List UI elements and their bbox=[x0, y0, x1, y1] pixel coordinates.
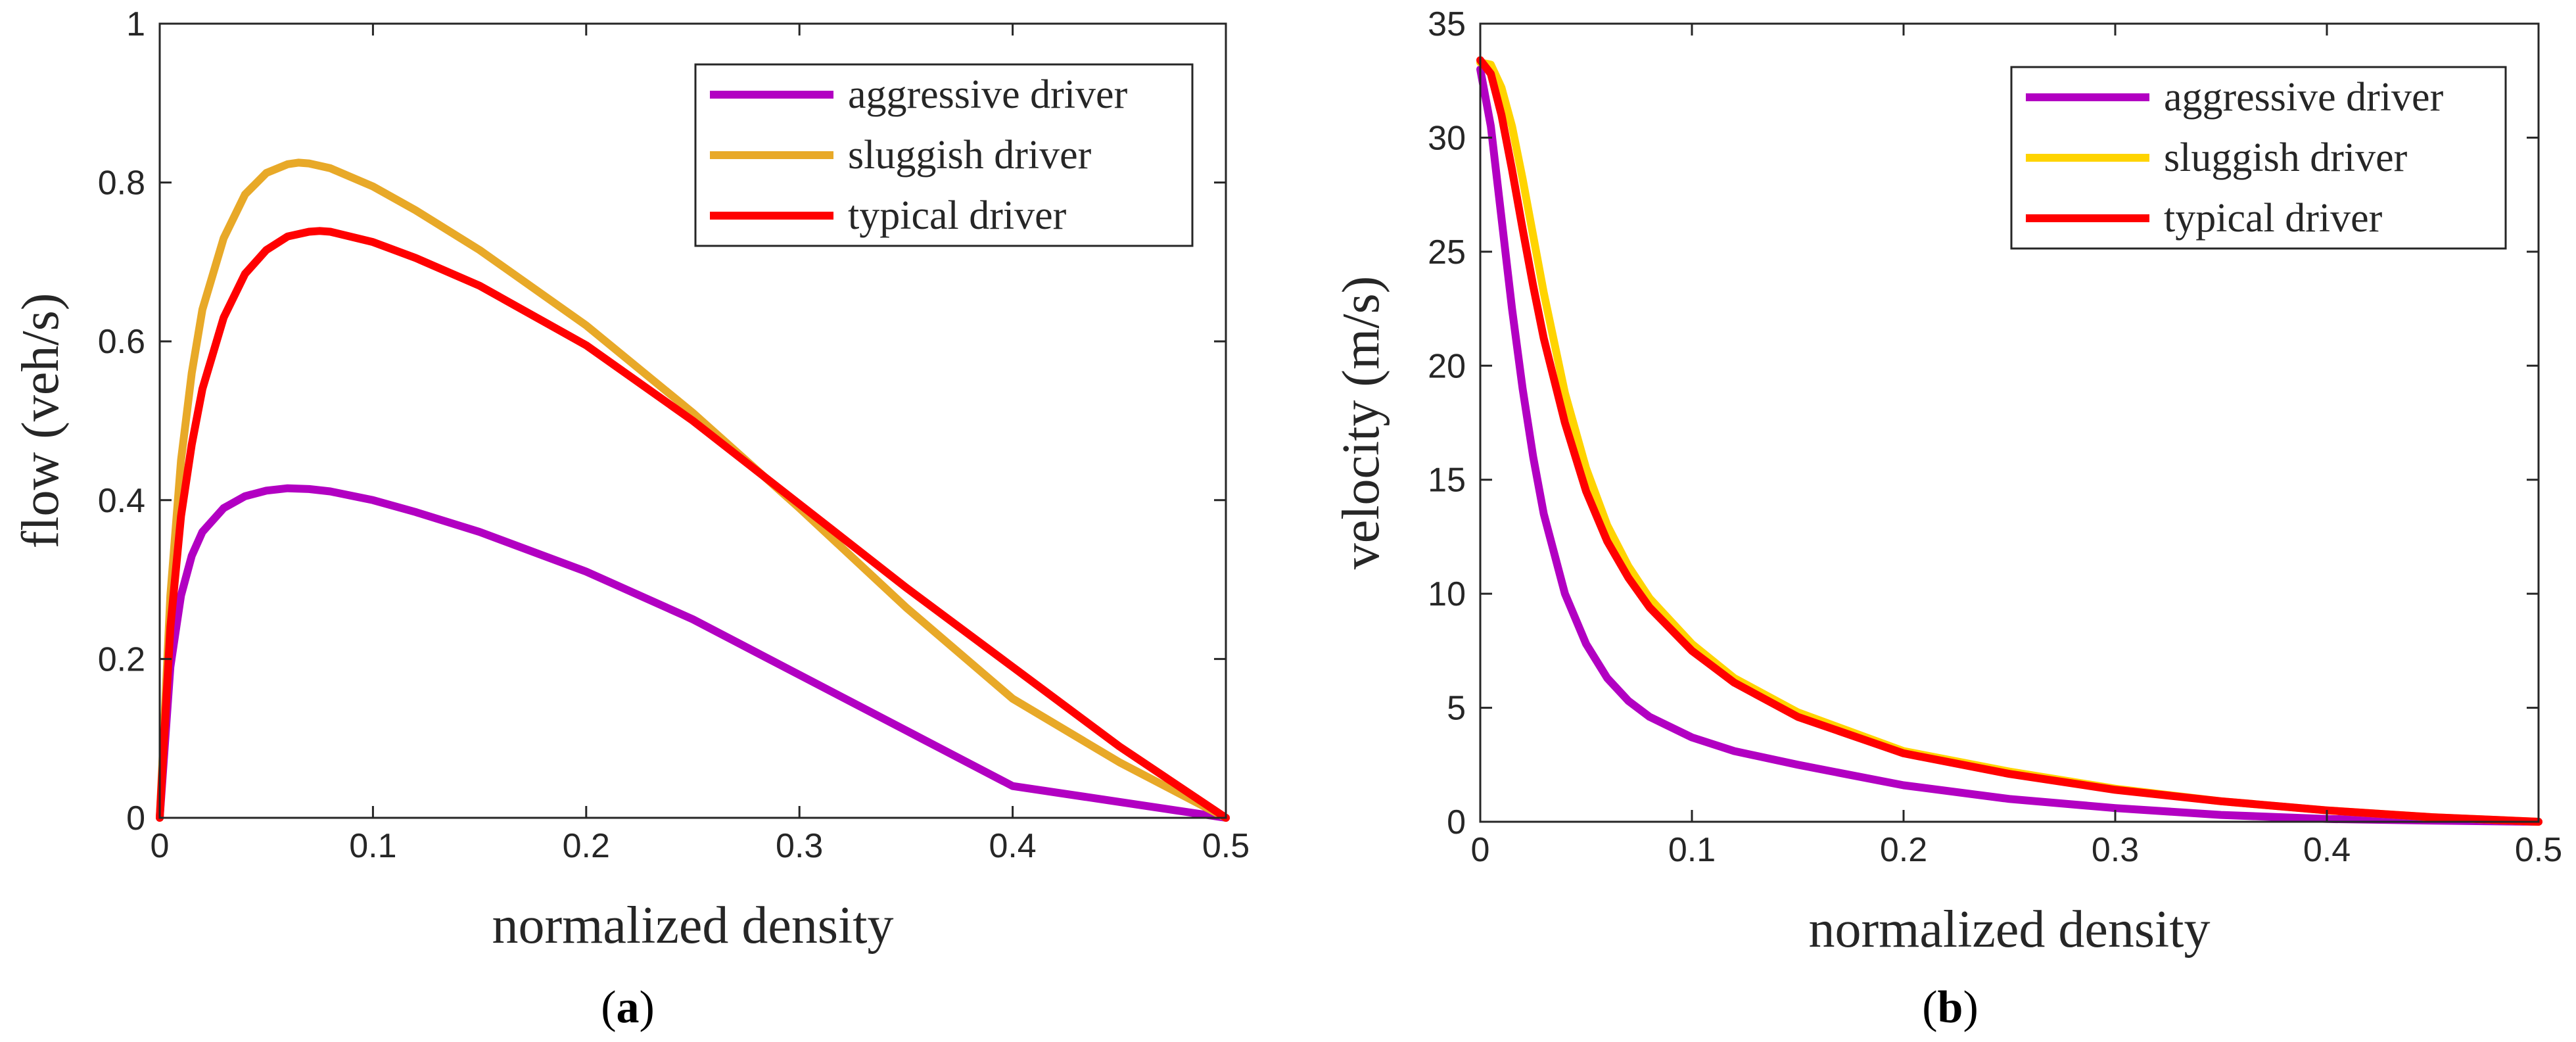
legend-label: sluggish driver bbox=[2164, 135, 2408, 180]
y-axis-title: flow (veh/s) bbox=[12, 293, 70, 549]
y-tick-label: 25 bbox=[1428, 233, 1466, 272]
panel-b: 0 0.1 0.2 0.3 0.4 0.5 0 5 10 15 20 25 30 35 normalized… bbox=[1332, 5, 2562, 1033]
series-line-sluggish-driver bbox=[156, 158, 1230, 822]
panel-a: 0 0.1 0.2 0.3 0.4 0.5 0 0.2 0.4 0.6 0.8 1 normalized… bbox=[12, 5, 1250, 1033]
y-tick-label: 35 bbox=[1428, 5, 1466, 43]
legend-label: typical driver bbox=[848, 193, 1067, 238]
y-tick-label: 20 bbox=[1428, 347, 1466, 385]
x-tick-label: 0.3 bbox=[2092, 831, 2139, 869]
x-tick-label: 0.3 bbox=[776, 827, 823, 865]
y-tick-label: 0.4 bbox=[98, 482, 145, 520]
axes-box bbox=[1479, 22, 2540, 823]
x-tick-label: 0.1 bbox=[349, 827, 396, 865]
legend-label: aggressive driver bbox=[848, 72, 1128, 117]
panel-label: (a) bbox=[601, 982, 655, 1033]
legend-label: aggressive driver bbox=[2164, 75, 2444, 120]
legend-label: typical driver bbox=[2164, 196, 2383, 241]
x-tick-label: 0.2 bbox=[563, 827, 610, 865]
y-tick-label: 0 bbox=[1447, 803, 1466, 841]
series-line-aggressive-driver bbox=[156, 484, 1230, 822]
y-tick-label: 30 bbox=[1428, 119, 1466, 157]
x-tick-label: 0 bbox=[1471, 831, 1490, 869]
panel-label: (b) bbox=[1922, 982, 1979, 1033]
series-line-aggressive-driver bbox=[1476, 65, 2542, 826]
x-tick-label: 0.5 bbox=[2515, 831, 2562, 869]
y-tick-label: 0.6 bbox=[98, 323, 145, 361]
legend: aggressive driver sluggish driver typical … bbox=[694, 63, 1194, 247]
x-tick-label: 0.2 bbox=[1880, 831, 1927, 869]
axes-box bbox=[158, 22, 1227, 819]
y-tick-label: 5 bbox=[1447, 690, 1466, 728]
x-tick-label: 0.4 bbox=[989, 827, 1036, 865]
series-line-typical-driver bbox=[156, 227, 1230, 822]
y-tick-label: 0 bbox=[126, 799, 145, 838]
series-line-typical-driver bbox=[1476, 56, 2542, 826]
x-tick-label: 0 bbox=[151, 827, 170, 865]
legend: aggressive driver sluggish driver typical … bbox=[2010, 66, 2507, 250]
x-axis-title: normalized density bbox=[1809, 901, 2211, 959]
y-axis-title: velocity (m/s) bbox=[1332, 276, 1390, 570]
x-tick-label: 0.1 bbox=[1668, 831, 1716, 869]
x-tick-label: 0.5 bbox=[1202, 827, 1250, 865]
legend-label: sluggish driver bbox=[848, 133, 1092, 178]
x-axis-title: normalized density bbox=[492, 897, 894, 955]
x-tick-label: 0.4 bbox=[2303, 831, 2351, 869]
y-tick-label: 10 bbox=[1428, 575, 1466, 613]
y-tick-label: 1 bbox=[126, 5, 145, 43]
y-tick-label: 0.2 bbox=[98, 640, 145, 678]
y-tick-label: 15 bbox=[1428, 462, 1466, 500]
y-tick-label: 0.8 bbox=[98, 164, 145, 202]
